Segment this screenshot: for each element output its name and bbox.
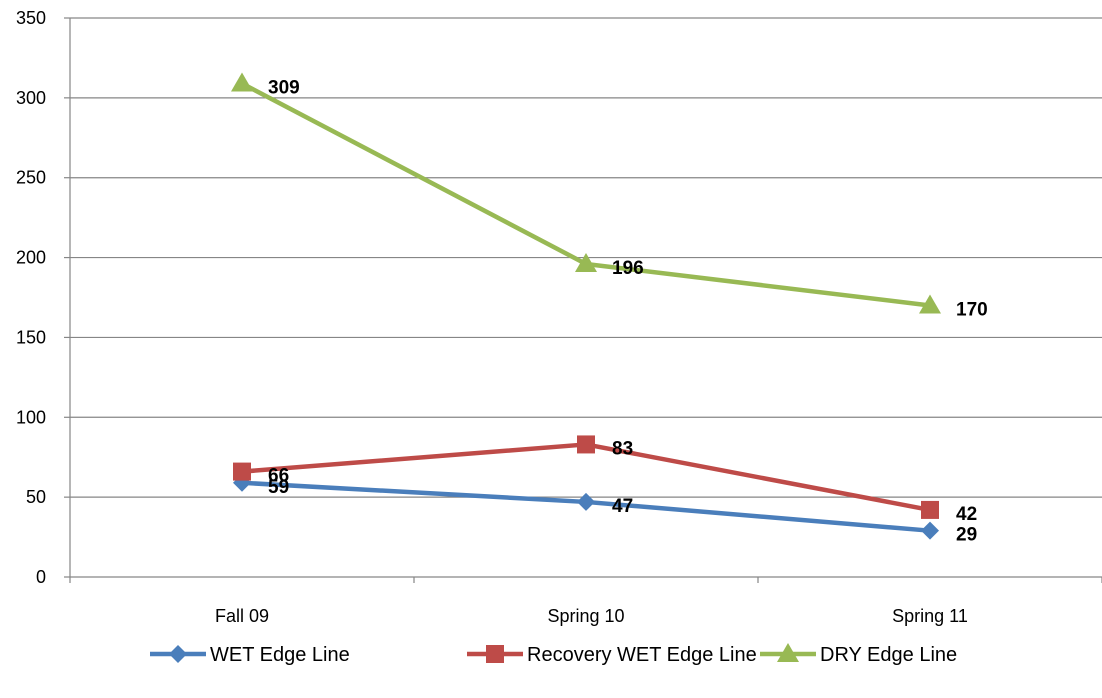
legend-marker-triangle [777,643,799,662]
data-point-square [233,462,251,481]
axes [64,17,1102,583]
data-label: 309 [268,77,300,98]
data-point-diamond [921,521,939,540]
series-lines [239,81,933,533]
data-labels: 59 47 29 66 83 42 309 196 170 [268,77,988,545]
y-tick-label: 200 [16,248,46,268]
y-tick-label: 0 [36,567,46,587]
data-label: 29 [956,525,977,546]
data-point-triangle [919,294,941,314]
legend: WET Edge Line Recovery WET Edge Line DRY E… [150,643,957,666]
data-label: 47 [612,496,633,517]
gridlines [70,17,1102,498]
legend-label: Recovery WET Edge Line [527,644,757,666]
x-tick-label: Spring 11 [892,606,968,626]
legend-label: WET Edge Line [210,644,350,666]
legend-label: DRY Edge Line [820,644,957,666]
x-tick-labels: Fall 09 Spring 10 Spring 11 [215,606,968,626]
data-label: 66 [268,466,289,487]
data-point-triangle [231,72,253,92]
data-label: 42 [956,504,977,525]
data-label: 196 [612,258,644,279]
data-point-triangle [575,252,597,272]
data-point-square [921,500,939,519]
data-point-square [577,435,595,454]
series-markers [231,72,941,540]
legend-marker-square [486,645,504,663]
data-label: 59 [268,477,289,498]
x-tick-label: Fall 09 [215,606,269,626]
y-tick-label: 350 [16,8,46,28]
legend-marker-diamond [169,645,187,663]
x-tick-label: Spring 10 [547,606,624,626]
legend-item: WET Edge Line [150,644,350,666]
y-tick-label: 300 [16,88,46,108]
y-tick-label: 100 [16,407,46,427]
y-tick-label: 150 [16,327,46,347]
data-label: 170 [956,299,988,320]
y-tick-label: 250 [16,168,46,188]
y-tick-label: 50 [26,487,46,507]
series-line-2 [239,81,933,308]
y-tick-labels: 0 50 100 150 200 250 300 350 [16,8,46,587]
legend-item: Recovery WET Edge Line [467,644,757,666]
data-label: 83 [612,438,633,459]
legend-item: DRY Edge Line [760,643,957,666]
data-point-diamond [577,492,595,511]
